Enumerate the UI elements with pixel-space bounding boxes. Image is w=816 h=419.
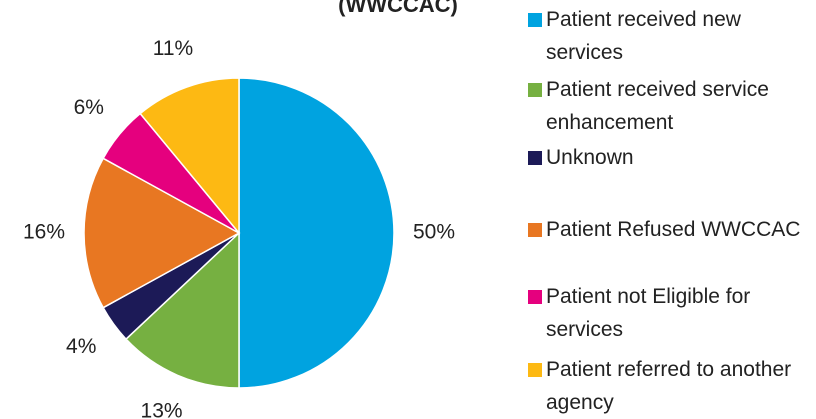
legend-swatch: [528, 290, 542, 304]
legend-swatch: [528, 151, 542, 165]
legend-item: Unknown: [528, 141, 813, 174]
legend-label: Patient Refused WWCCAC: [546, 218, 801, 241]
pie-slice: [238, 77, 395, 389]
legend-swatch: [528, 363, 542, 377]
legend-item: Patient referred to another agency: [528, 353, 813, 419]
legend-label: Unknown: [546, 146, 634, 169]
data-label: 11%: [153, 37, 193, 60]
data-label: 6%: [74, 96, 104, 119]
legend-label: Patient received service enhancement: [546, 78, 769, 134]
legend-item: Patient received service enhancement: [528, 73, 813, 139]
legend-label: Patient received new services: [546, 8, 741, 64]
legend-item: Patient Refused WWCCAC: [528, 213, 813, 246]
data-label: 50%: [413, 221, 455, 244]
pie-slice: [124, 231, 240, 389]
data-label: 4%: [66, 335, 96, 358]
legend-swatch: [528, 13, 542, 27]
pie-slice: [139, 77, 240, 236]
legend-item: Patient received new services: [528, 3, 813, 69]
data-label: 13%: [141, 400, 183, 419]
legend-swatch: [528, 83, 542, 97]
pie-slice: [83, 157, 241, 309]
legend-label: Patient referred to another agency: [546, 358, 792, 414]
legend-swatch: [528, 223, 542, 237]
legend-item: Patient not Eligible for services: [528, 280, 813, 346]
chart-title: (WWCCAC): [338, 0, 458, 17]
legend-label: Patient not Eligible for services: [546, 285, 751, 341]
data-label: 16%: [23, 221, 65, 244]
